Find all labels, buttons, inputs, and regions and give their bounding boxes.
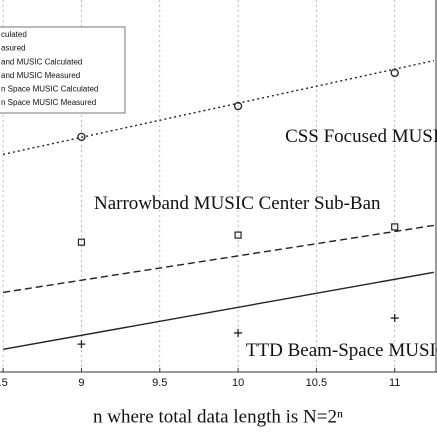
annotation: CSS Focused MUSIC	[285, 126, 437, 147]
marker	[77, 340, 86, 349]
line	[2, 59, 435, 156]
x-axis-label: n where total data length is N=2ⁿ	[93, 406, 343, 427]
marker	[390, 314, 399, 323]
x-tick-label: 9	[78, 377, 84, 389]
legend-entry: and MUSIC Calculated	[1, 57, 82, 66]
legend-entry: asured	[1, 44, 25, 53]
x-tick-label: 11	[389, 377, 400, 389]
marker	[77, 132, 86, 142]
x-tick-label: 9.5	[152, 377, 167, 389]
x-tick-label: 10.5	[306, 377, 327, 389]
marker	[390, 68, 399, 78]
marker	[77, 238, 86, 246]
legend-entry: n Space MUSIC Calculated	[1, 85, 98, 94]
legend-entry: and MUSIC Measured	[1, 71, 80, 80]
annotation: TTD Beam-Space MUSIC	[246, 340, 437, 361]
legend: culated asured and MUSIC Calculated and MUS…	[0, 26, 126, 114]
x-tick-label: .5	[0, 377, 8, 389]
legend-box	[0, 26, 126, 114]
marker	[391, 223, 399, 231]
marker	[233, 101, 243, 111]
legend-entry: culated	[1, 30, 27, 39]
line	[3, 271, 434, 350]
annotation: Narrowband MUSIC Center Sub-Ban	[94, 193, 381, 214]
legend-entry: n Space MUSIC Measured	[1, 98, 96, 107]
x-tick-label: 10	[232, 377, 244, 389]
marker	[234, 231, 242, 239]
line	[3, 224, 434, 294]
marker	[234, 328, 243, 337]
